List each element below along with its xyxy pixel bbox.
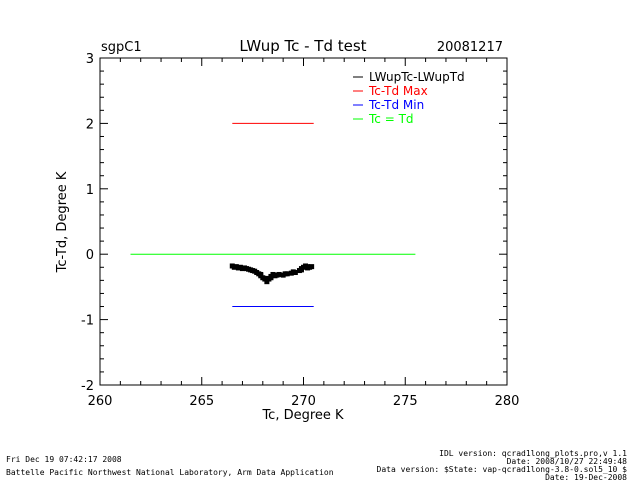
data-point (235, 265, 241, 271)
x-axis-label: Tc, Degree K (261, 408, 344, 423)
data-point (231, 264, 237, 270)
date-label: 20081217 (437, 40, 503, 55)
footer-institution: Battelle Pacific Northwest National Labo… (6, 468, 334, 477)
data-point (252, 268, 258, 274)
data-point (239, 266, 245, 272)
data-point (268, 275, 274, 281)
y-tick-label: 1 (86, 183, 94, 198)
y-tick-label: 3 (86, 52, 94, 67)
y-tick-label: -1 (81, 314, 94, 329)
y-tick-label: -2 (81, 379, 94, 394)
footer-data-date: Date: 19-Dec-2008 (545, 473, 627, 482)
footer-timestamp: Fri Dec 19 07:42:17 2008 (6, 455, 122, 464)
x-tick-label: 270 (291, 394, 316, 409)
x-tick-label: 265 (189, 394, 214, 409)
y-axis-label: Tc-Td, Degree K (55, 171, 70, 273)
data-point (244, 266, 250, 272)
legend-label: LWupTc-LWupTd (369, 70, 465, 84)
legend-label: Tc = Td (368, 112, 414, 126)
data-point (282, 271, 288, 277)
site-label: sgpC1 (101, 40, 142, 55)
data-point (305, 265, 311, 271)
data-point (258, 271, 264, 277)
legend-label: Tc-Td Max (368, 84, 428, 98)
footer-data-version: Data version: $State: vap-qcrad1long-3.8… (376, 465, 627, 474)
chart-title: LWup Tc - Td test (239, 37, 366, 55)
plot-frame (99, 57, 508, 386)
data-point (298, 267, 304, 273)
data-point (274, 272, 280, 278)
data-point (290, 269, 296, 275)
data-point (264, 279, 270, 285)
x-tick-label: 260 (88, 394, 113, 409)
data-point (264, 275, 270, 281)
x-tick-label: 280 (495, 394, 520, 409)
footer-idl-version: IDL version: qcrad1long_plots.pro,v 1.1 (439, 449, 627, 458)
data-point (309, 264, 315, 270)
y-tick-label: 0 (86, 248, 94, 263)
x-tick-label: 275 (393, 394, 418, 409)
legend-label: Tc-Td Min (368, 98, 424, 112)
y-tick-label: 2 (86, 117, 94, 132)
footer-idl-date: Date: 2008/10/27 22:49:48 (506, 457, 627, 466)
data-point (248, 267, 254, 273)
